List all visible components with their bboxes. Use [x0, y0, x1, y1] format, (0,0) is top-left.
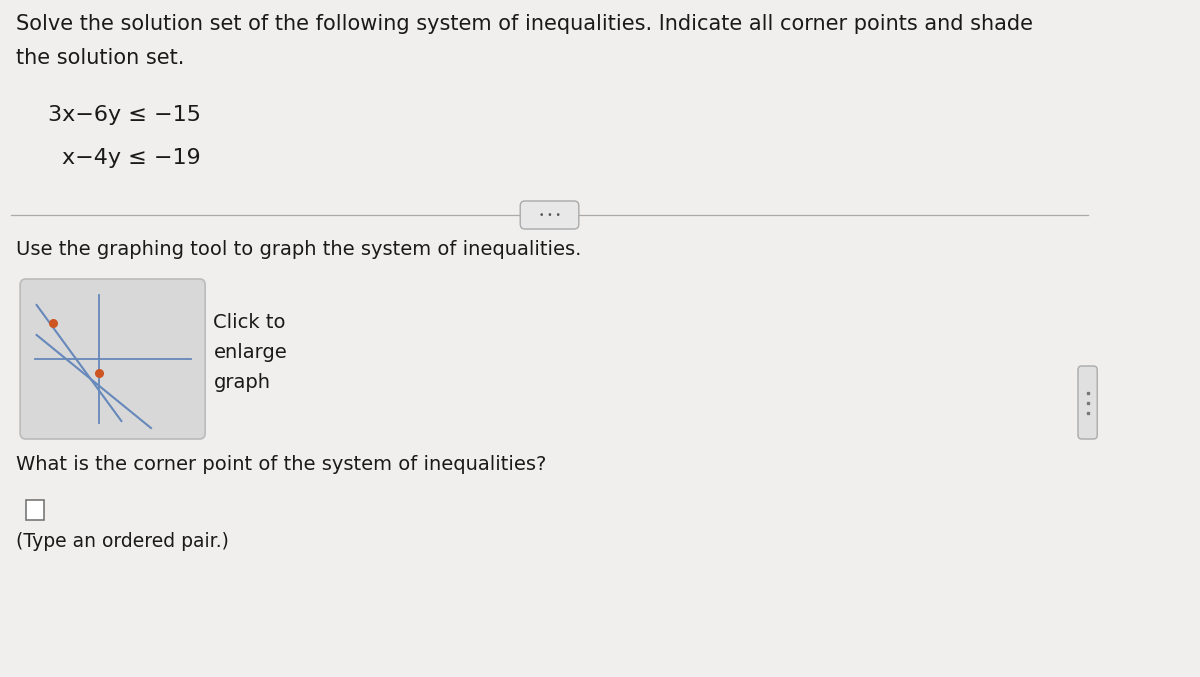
Text: 3x−6y ≤ −15: 3x−6y ≤ −15	[48, 105, 200, 125]
Text: • • •: • • •	[539, 211, 560, 219]
Text: graph: graph	[214, 373, 270, 392]
Text: Solve the solution set of the following system of inequalities. Indicate all cor: Solve the solution set of the following …	[17, 14, 1033, 34]
Text: enlarge: enlarge	[214, 343, 287, 362]
Text: Use the graphing tool to graph the system of inequalities.: Use the graphing tool to graph the syste…	[17, 240, 582, 259]
FancyBboxPatch shape	[1078, 366, 1097, 439]
Text: (Type an ordered pair.): (Type an ordered pair.)	[17, 532, 229, 551]
FancyBboxPatch shape	[25, 500, 44, 520]
FancyBboxPatch shape	[20, 279, 205, 439]
FancyBboxPatch shape	[521, 201, 578, 229]
Text: Click to: Click to	[214, 313, 286, 332]
Text: the solution set.: the solution set.	[17, 48, 185, 68]
Text: x−4y ≤ −19: x−4y ≤ −19	[62, 148, 202, 168]
Text: What is the corner point of the system of inequalities?: What is the corner point of the system o…	[17, 455, 547, 474]
